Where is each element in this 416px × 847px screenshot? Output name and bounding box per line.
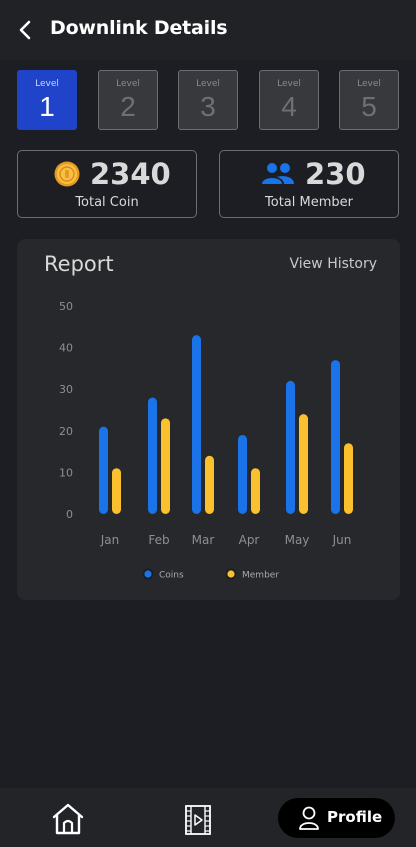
legend-marker-member — [227, 570, 235, 578]
level-label: Level — [35, 79, 59, 89]
level-2-button[interactable]: Level 2 — [98, 70, 158, 130]
bar-coins-jan — [99, 426, 108, 514]
user-icon — [299, 806, 319, 830]
bar-member-mar — [205, 455, 214, 514]
level-label: Level — [196, 79, 220, 89]
bar-coins-may — [286, 380, 295, 514]
app-header: Downlink Details — [0, 0, 416, 60]
chevron-left-icon — [19, 20, 31, 40]
legend-label: Coins — [159, 571, 184, 581]
total-coin-card: 2340 Total Coin — [17, 150, 197, 218]
level-number: 5 — [361, 91, 377, 122]
users-icon — [262, 163, 294, 184]
report-card: 0 10 20 30 40 50 Jan Feb Mar Apr May Jun Coins Member… — [17, 239, 400, 600]
y-tick-label: 10 — [59, 466, 73, 479]
y-tick-label: 50 — [59, 300, 73, 313]
bar-coins-mar — [192, 335, 201, 514]
legend-marker-coins — [144, 570, 152, 578]
bar-coins-feb — [148, 397, 157, 514]
page-title: Downlink Details — [50, 17, 228, 39]
level-label: Level — [116, 79, 140, 89]
y-tick-label: 40 — [59, 342, 73, 355]
report-chart: 0 10 20 30 40 50 Jan Feb Mar Apr May Jun Coins Member — [59, 300, 353, 581]
bar-coins-jun — [331, 360, 340, 514]
level-1-button[interactable]: Level 1 — [17, 70, 77, 130]
level-number: 1 — [39, 91, 55, 122]
nav-profile-label: Profile — [327, 808, 383, 826]
level-label: Level — [357, 79, 381, 89]
x-tick-label: Mar — [192, 533, 215, 547]
x-tick-label: Jan — [100, 533, 120, 547]
y-tick-label: 30 — [59, 383, 73, 396]
view-history-link[interactable]: View History — [289, 256, 377, 272]
y-tick-label: 20 — [59, 425, 73, 438]
legend-label: Member — [242, 571, 279, 581]
level-label: Level — [277, 79, 301, 89]
level-number: 4 — [281, 91, 297, 122]
coin-icon — [54, 161, 80, 187]
back-button[interactable] — [14, 17, 40, 43]
level-number: 3 — [200, 91, 216, 122]
level-5-button[interactable]: Level 5 — [339, 70, 399, 130]
film-icon — [185, 805, 211, 835]
report-title: Report — [44, 252, 114, 276]
bar-coins-apr — [238, 434, 247, 514]
y-tick-label: 0 — [66, 508, 73, 521]
x-tick-label: Apr — [239, 533, 260, 547]
bar-member-feb — [161, 418, 170, 514]
total-coin-label: Total Coin — [75, 195, 139, 210]
bar-member-jan — [112, 468, 121, 514]
x-tick-label: Jun — [332, 533, 352, 547]
level-3-button[interactable]: Level 3 — [178, 70, 238, 130]
nav-video-button[interactable] — [183, 804, 213, 836]
bar-member-apr — [251, 468, 260, 514]
home-icon — [52, 803, 84, 835]
nav-profile-button[interactable]: Profile — [278, 798, 395, 838]
level-4-button[interactable]: Level 4 — [259, 70, 319, 130]
x-tick-label: Feb — [148, 533, 169, 547]
x-tick-label: May — [285, 533, 310, 547]
bar-member-may — [299, 414, 308, 514]
bar-member-jun — [344, 443, 353, 514]
level-number: 2 — [120, 91, 136, 122]
total-member-value: 230 — [305, 157, 366, 191]
level-selector: Level 1 Level 2 Level 3 Level 4 Level 5 — [17, 70, 400, 130]
nav-home-button[interactable] — [51, 802, 85, 836]
total-member-card: 230 Total Member — [219, 150, 399, 218]
total-coin-value: 2340 — [90, 157, 171, 191]
bottom-nav: Profile — [0, 788, 416, 847]
total-member-label: Total Member — [265, 195, 353, 210]
